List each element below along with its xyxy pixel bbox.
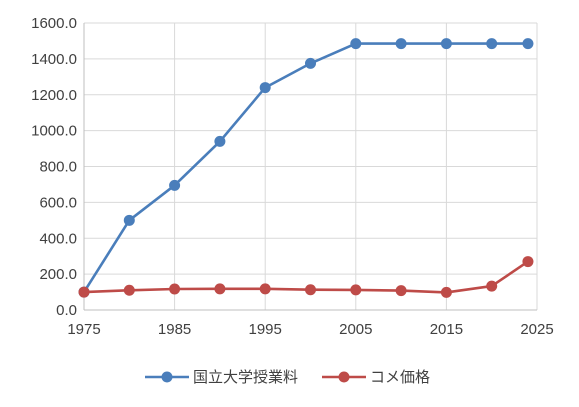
legend-marker <box>338 371 350 383</box>
x-tick-label: 2005 <box>339 321 372 338</box>
y-tick-label: 200.0 <box>39 266 77 283</box>
y-tick-label: 1400.0 <box>31 51 77 68</box>
y-tick-label: 1200.0 <box>31 87 77 104</box>
y-tick-label: 1000.0 <box>31 123 77 140</box>
y-tick-label: 400.0 <box>39 230 77 247</box>
data-point <box>395 38 407 50</box>
series-2 <box>78 256 534 298</box>
data-point <box>486 38 498 50</box>
data-point <box>259 283 271 295</box>
series-layer <box>78 38 534 298</box>
tick-labels: 0.0 200.0 400.0 600.0 800.0 1000.0 1200.0 1400.… <box>31 15 554 338</box>
x-tick-label: 2025 <box>520 321 553 338</box>
legend-item-1: 国立大学授業料 <box>145 368 298 386</box>
data-point <box>522 38 534 50</box>
data-point <box>123 214 135 226</box>
legend-label: コメ価格 <box>370 368 430 386</box>
y-tick-label: 800.0 <box>39 159 77 176</box>
data-point <box>350 284 362 296</box>
x-tick-label: 1985 <box>158 321 191 338</box>
data-point <box>169 283 181 295</box>
data-point <box>440 286 452 298</box>
legend-label: 国立大学授業料 <box>193 368 298 386</box>
x-tick-label: 1995 <box>249 321 282 338</box>
data-point <box>259 82 271 94</box>
data-point <box>169 179 181 191</box>
data-point <box>350 38 362 50</box>
y-tick-label: 1600.0 <box>31 15 77 32</box>
data-point <box>78 286 90 298</box>
legend-marker <box>161 371 173 383</box>
data-point <box>440 38 452 50</box>
axes <box>83 23 537 311</box>
data-point <box>395 285 407 297</box>
x-tick-label: 2015 <box>430 321 463 338</box>
y-tick-label: 0.0 <box>56 302 77 319</box>
data-point <box>214 283 226 295</box>
series-1 <box>78 38 534 298</box>
data-point <box>123 284 135 296</box>
data-point <box>305 284 316 296</box>
gridlines <box>84 22 538 310</box>
data-point <box>214 135 226 147</box>
series-line <box>82 42 528 293</box>
data-point <box>522 256 534 268</box>
data-point <box>486 280 498 292</box>
data-point <box>305 57 316 69</box>
y-tick-label: 600.0 <box>39 194 77 211</box>
x-tick-label: 1975 <box>67 321 100 338</box>
legend-item-2: コメ価格 <box>322 368 430 386</box>
legend: 国立大学授業料 コメ価格 <box>145 368 430 386</box>
